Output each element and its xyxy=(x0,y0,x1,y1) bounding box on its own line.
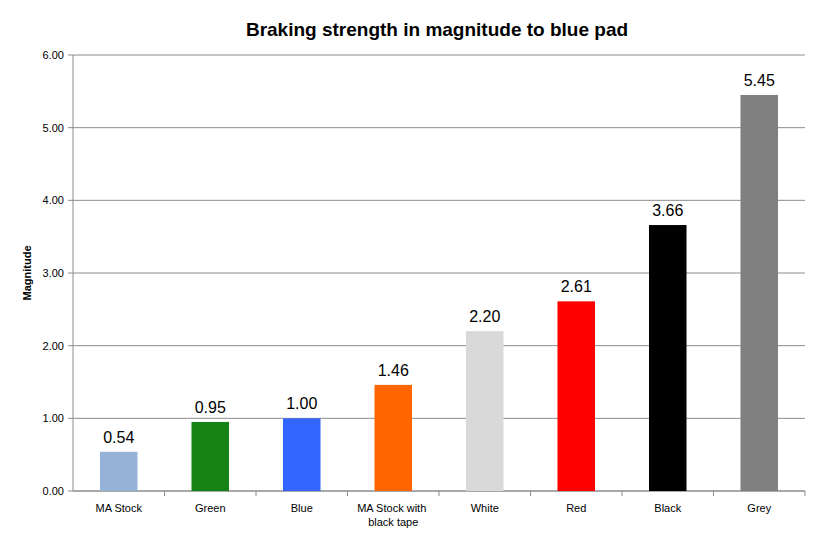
bar xyxy=(649,225,687,491)
tick-mark xyxy=(68,345,73,346)
category-label: MA Stock with black tape xyxy=(357,502,429,528)
data-label: 1.00 xyxy=(286,395,317,412)
tick-mark xyxy=(68,55,73,56)
grid-line xyxy=(73,127,805,128)
data-label: 2.20 xyxy=(469,308,500,325)
category-label: Blue xyxy=(291,502,313,514)
data-label: 1.46 xyxy=(378,362,409,379)
bar xyxy=(740,95,778,491)
category-label: Grey xyxy=(747,502,771,514)
data-label: 2.61 xyxy=(561,278,592,295)
tick-label: 0.00 xyxy=(43,485,64,497)
x-tick-mark xyxy=(713,491,714,496)
grid-line xyxy=(73,345,805,346)
category-label: Black xyxy=(654,502,681,514)
tick-label: 1.00 xyxy=(43,412,64,424)
tick-mark xyxy=(68,200,73,201)
bar xyxy=(191,422,229,491)
x-tick-mark xyxy=(164,491,165,496)
bar xyxy=(283,418,321,491)
bar xyxy=(374,385,412,491)
title: Braking strength in magnitude to blue pa… xyxy=(246,19,628,40)
x-tick-mark xyxy=(805,491,806,496)
x-tick-mark xyxy=(622,491,623,496)
x-tick-mark xyxy=(439,491,440,496)
data-label: 5.45 xyxy=(744,72,775,89)
category-label: Red xyxy=(566,502,586,514)
chart: Braking strength in magnitude to blue pa… xyxy=(0,0,821,540)
tick-mark xyxy=(68,418,73,419)
grid-line xyxy=(73,418,805,419)
tick-label: 2.00 xyxy=(43,340,64,352)
bar xyxy=(557,301,595,491)
data-label: 3.66 xyxy=(652,202,683,219)
grid-line xyxy=(73,273,805,274)
tick-label: 5.00 xyxy=(43,122,64,134)
data-label: 0.54 xyxy=(103,429,134,446)
y-axis-label: Magnitude xyxy=(21,246,33,301)
background xyxy=(0,0,821,540)
grid-line xyxy=(73,200,805,201)
tick-label: 6.00 xyxy=(43,49,64,61)
bar xyxy=(100,452,138,491)
tick-mark xyxy=(68,491,73,492)
category-label: MA Stock xyxy=(96,502,143,514)
bar xyxy=(466,331,504,491)
category-label: Green xyxy=(195,502,226,514)
x-tick-mark xyxy=(347,491,348,496)
grid-line xyxy=(73,55,805,56)
tick-label: 3.00 xyxy=(43,267,64,279)
x-tick-mark xyxy=(530,491,531,496)
data-label: 0.95 xyxy=(195,399,226,416)
x-tick-mark xyxy=(256,491,257,496)
tick-mark xyxy=(68,273,73,274)
tick-label: 4.00 xyxy=(43,194,64,206)
y-axis xyxy=(73,55,74,491)
category-label: White xyxy=(471,502,499,514)
bars xyxy=(100,95,778,491)
tick-mark xyxy=(68,127,73,128)
